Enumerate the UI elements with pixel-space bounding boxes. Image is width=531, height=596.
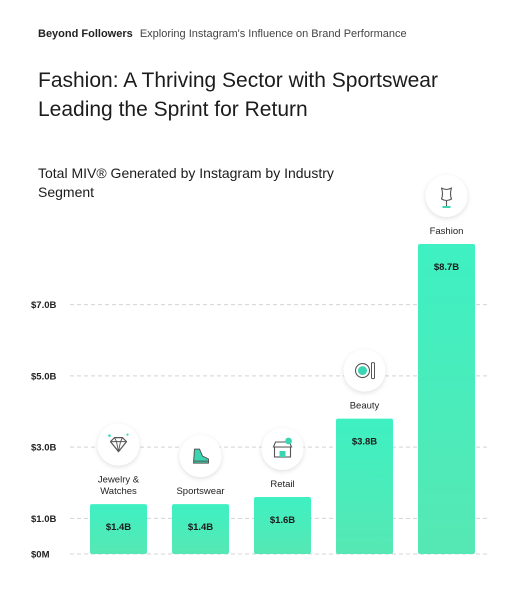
category-label: Beauty xyxy=(350,401,380,412)
diamond-icon xyxy=(97,423,140,466)
y-tick-label: $1.0B xyxy=(31,514,56,525)
category-label: Fashion xyxy=(430,226,464,237)
category-label: Sportswear xyxy=(176,486,224,497)
bar-value-label: $3.8B xyxy=(352,437,377,448)
y-tick-label: $5.0B xyxy=(31,371,56,382)
bar xyxy=(90,504,147,554)
y-tick-label: $0M xyxy=(31,550,50,561)
bar-value-label: $1.4B xyxy=(106,522,131,533)
category-label: Watches xyxy=(100,486,137,497)
bar xyxy=(254,496,311,554)
category-label: Jewelry & xyxy=(98,475,140,486)
cosmetics-icon xyxy=(343,349,386,392)
storefront-icon xyxy=(261,427,304,470)
bar xyxy=(336,418,393,554)
report-brand: Beyond Followers xyxy=(38,28,133,40)
category-label: Retail xyxy=(270,479,294,490)
bar-value-label: $8.7B xyxy=(434,262,459,273)
report-tagline: Exploring Instagram's Influence on Brand… xyxy=(139,28,407,40)
page-headline: Fashion: A Thriving Sector with Sportswe… xyxy=(38,69,438,121)
bar xyxy=(418,244,475,554)
sneaker-icon xyxy=(179,435,222,478)
bar-value-label: $1.6B xyxy=(270,515,295,526)
y-tick-label: $7.0B xyxy=(31,300,56,311)
dress-form-icon xyxy=(425,175,468,217)
bar-value-label: $1.4B xyxy=(188,522,213,533)
bar xyxy=(172,504,229,554)
y-tick-label: $3.0B xyxy=(31,443,56,454)
report-header: Beyond Followers Exploring Instagram's I… xyxy=(38,28,407,40)
chart-title: Total MIV® Generated by Instagram by Ind… xyxy=(38,165,334,200)
